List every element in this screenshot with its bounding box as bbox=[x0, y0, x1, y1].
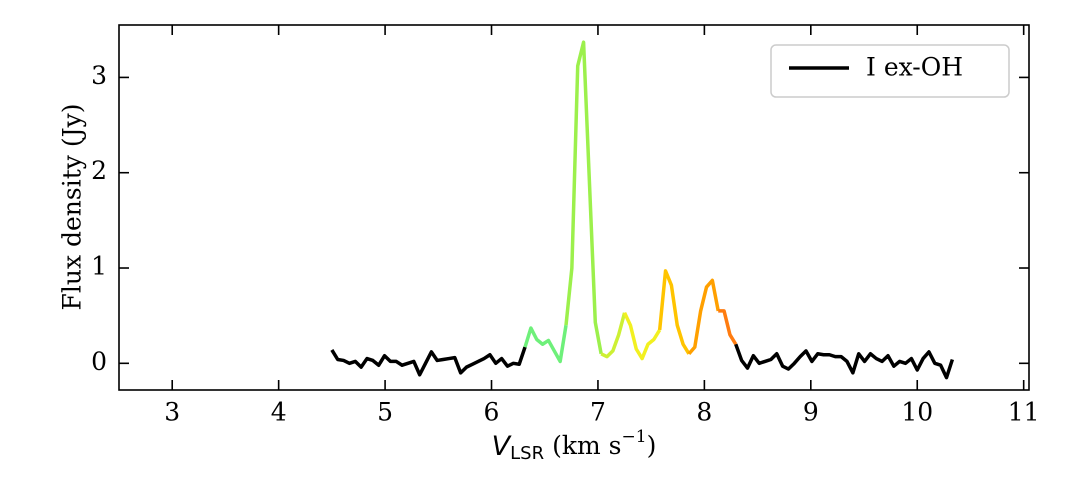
data-line bbox=[600, 312, 627, 359]
x-axis-label: VLSR (km s−1) bbox=[492, 427, 657, 465]
x-tick-label: 8 bbox=[696, 398, 712, 427]
plot-frame bbox=[118, 24, 1030, 391]
y-axis-label: Flux density (Jy) bbox=[58, 104, 87, 311]
data-line bbox=[718, 309, 738, 346]
y-tick-label: 3 bbox=[91, 61, 107, 90]
x-tick-label: 9 bbox=[803, 398, 819, 427]
data-line bbox=[734, 343, 955, 380]
x-label-symbol: V bbox=[492, 431, 513, 462]
data-line bbox=[687, 278, 720, 355]
data-line bbox=[330, 346, 527, 377]
x-label-subscript: LSR bbox=[510, 443, 544, 464]
x-tick-label: 5 bbox=[377, 398, 393, 427]
x-label-unit: (km s bbox=[552, 431, 621, 460]
y-tick-label: 1 bbox=[91, 252, 107, 281]
data-line bbox=[622, 312, 662, 361]
x-tick-label: 3 bbox=[164, 398, 180, 427]
y-tick-label: 0 bbox=[91, 347, 107, 376]
x-tick-label: 4 bbox=[271, 398, 287, 427]
legend-box bbox=[770, 44, 1010, 98]
x-tick-label: 10 bbox=[901, 398, 933, 427]
data-line bbox=[523, 324, 568, 364]
x-tick-label: 6 bbox=[484, 398, 500, 427]
legend-label: I ex-OH bbox=[866, 53, 963, 82]
x-label-exponent: −1 bbox=[622, 427, 647, 447]
x-tick-label: 11 bbox=[1008, 398, 1040, 427]
x-tick-label: 7 bbox=[590, 398, 606, 427]
data-line bbox=[657, 269, 691, 355]
y-tick-label: 2 bbox=[91, 156, 107, 185]
legend: I ex-OH bbox=[770, 44, 1010, 98]
x-label-close: ) bbox=[647, 431, 657, 460]
data-line bbox=[564, 40, 603, 355]
